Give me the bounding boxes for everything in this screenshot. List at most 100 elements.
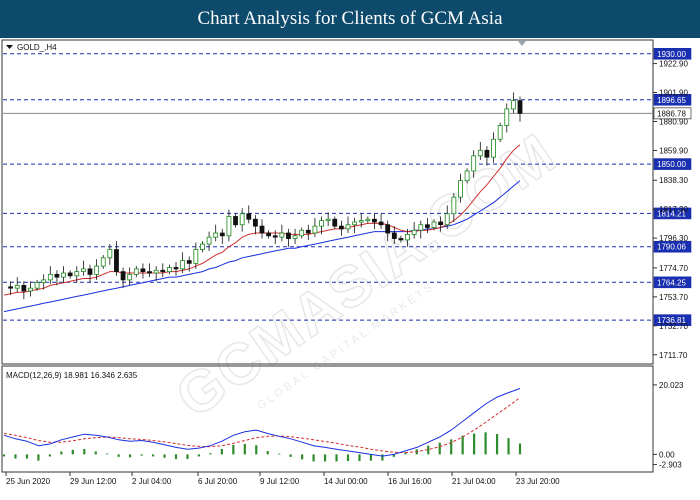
level-tag: 1764.25 xyxy=(653,276,692,289)
candle-body xyxy=(140,268,146,273)
candle xyxy=(133,266,139,278)
candle-body xyxy=(332,218,338,227)
level-tag-label: 1896.65 xyxy=(657,96,686,105)
candle xyxy=(259,219,265,239)
candle xyxy=(365,216,371,224)
candle xyxy=(252,215,258,235)
candle xyxy=(246,205,252,224)
candle-body xyxy=(153,269,159,274)
price-tick-label: 1880.90 xyxy=(659,117,688,126)
time-tick-label: 9 Jul 12:00 xyxy=(260,477,300,486)
symbol-title: GOLD_,H4 xyxy=(17,43,57,52)
candle-body xyxy=(504,108,510,126)
level-tag: 1930.00 xyxy=(653,47,692,60)
candle-body xyxy=(21,285,27,292)
candle-body xyxy=(206,236,212,245)
candle-body xyxy=(319,220,324,227)
level-tag-label: 1930.00 xyxy=(657,50,686,59)
candle xyxy=(219,228,225,245)
candle xyxy=(61,266,66,283)
candle xyxy=(477,142,483,160)
candle-body xyxy=(286,232,291,239)
candle-body xyxy=(47,273,53,281)
candle-body xyxy=(424,224,430,228)
candle-body xyxy=(107,249,113,259)
shift-marker-icon[interactable] xyxy=(518,41,526,46)
candle xyxy=(120,267,126,289)
level-tag-label: 1814.21 xyxy=(657,209,686,218)
level-tag: 1814.21 xyxy=(653,207,692,220)
candle xyxy=(312,217,318,238)
level-tag-label: 1764.25 xyxy=(657,278,686,287)
candle xyxy=(200,241,205,253)
candle xyxy=(80,260,86,276)
candle-body xyxy=(133,268,139,275)
candle-body xyxy=(292,235,298,239)
level-tag: 1850.00 xyxy=(653,158,692,170)
candle-body xyxy=(147,271,152,274)
candle xyxy=(147,263,152,278)
candle-body xyxy=(358,220,364,223)
candle xyxy=(444,205,450,229)
level-tag: 1896.65 xyxy=(653,93,692,106)
symbol-dropdown-icon[interactable] xyxy=(6,45,13,49)
candle xyxy=(233,213,238,228)
candle xyxy=(352,217,358,234)
candle-body xyxy=(252,218,258,227)
candle-body xyxy=(352,221,358,226)
candle xyxy=(431,219,437,231)
macd-panel xyxy=(1,365,654,473)
time-tick-label: 14 Jul 00:00 xyxy=(324,477,368,486)
candle-body xyxy=(444,213,450,226)
candle-body xyxy=(405,233,410,241)
candle-body xyxy=(193,249,199,264)
level-tag: 1736.81 xyxy=(653,314,692,326)
candle xyxy=(424,217,430,234)
candle xyxy=(166,264,172,275)
candle-body xyxy=(160,269,166,273)
candle-body xyxy=(80,268,86,273)
candle-body xyxy=(61,272,66,278)
candle xyxy=(8,281,14,296)
candle xyxy=(160,263,166,278)
level-tag-box xyxy=(653,207,692,220)
candle xyxy=(451,193,457,222)
candle-body xyxy=(226,216,232,237)
candle xyxy=(272,230,278,245)
candle xyxy=(338,220,344,236)
candle xyxy=(497,122,503,143)
candle-body xyxy=(186,260,192,264)
current-price-tag: 1886.78 xyxy=(653,107,692,120)
candle xyxy=(94,259,100,280)
candle-body xyxy=(67,272,73,277)
macd-main-line xyxy=(3,388,521,457)
candle-body xyxy=(41,279,47,284)
candle-body xyxy=(114,249,119,273)
candle xyxy=(14,277,20,293)
candle xyxy=(34,279,40,291)
candle xyxy=(74,266,80,283)
candle-body xyxy=(54,273,60,278)
level-tag-box xyxy=(653,276,692,289)
candle xyxy=(173,261,179,276)
candle-body xyxy=(471,155,477,172)
time-tick-label: 16 Jul 16:00 xyxy=(388,477,432,486)
price-tick-label: 1859.90 xyxy=(659,146,688,155)
candle xyxy=(67,270,73,279)
candle-body xyxy=(87,268,93,275)
candle xyxy=(484,146,490,166)
macd-signal-line xyxy=(3,397,521,454)
candle xyxy=(41,274,47,290)
candle xyxy=(325,212,331,227)
candle-body xyxy=(233,216,238,226)
level-tag: 1790.06 xyxy=(653,240,692,253)
candle-body xyxy=(385,224,391,234)
candle-body xyxy=(418,224,424,231)
candle-body xyxy=(100,257,106,267)
candle-body xyxy=(325,218,331,222)
candle xyxy=(391,226,397,245)
level-tag-label: 1790.06 xyxy=(657,243,686,252)
candle-body xyxy=(28,287,33,292)
candle-body xyxy=(517,100,523,114)
candle-body xyxy=(200,243,205,250)
